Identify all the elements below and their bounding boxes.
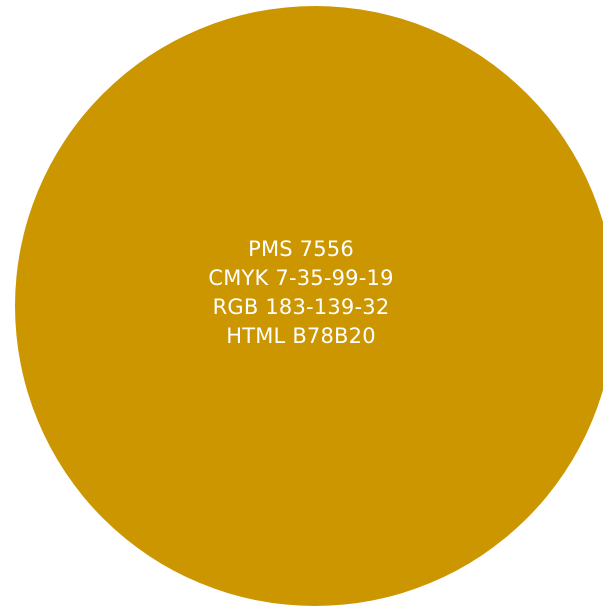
color-specs: PMS 7556 CMYK 7-35-99-19 RGB 183-139-32 … (1, 235, 601, 351)
rgb-value: RGB 183-139-32 (212, 295, 390, 319)
html-value: HTML B78B20 (226, 324, 376, 348)
pms-value: PMS 7556 (248, 237, 354, 261)
color-swatch-circle (15, 6, 603, 606)
cmyk-value: CMYK 7-35-99-19 (208, 266, 394, 290)
